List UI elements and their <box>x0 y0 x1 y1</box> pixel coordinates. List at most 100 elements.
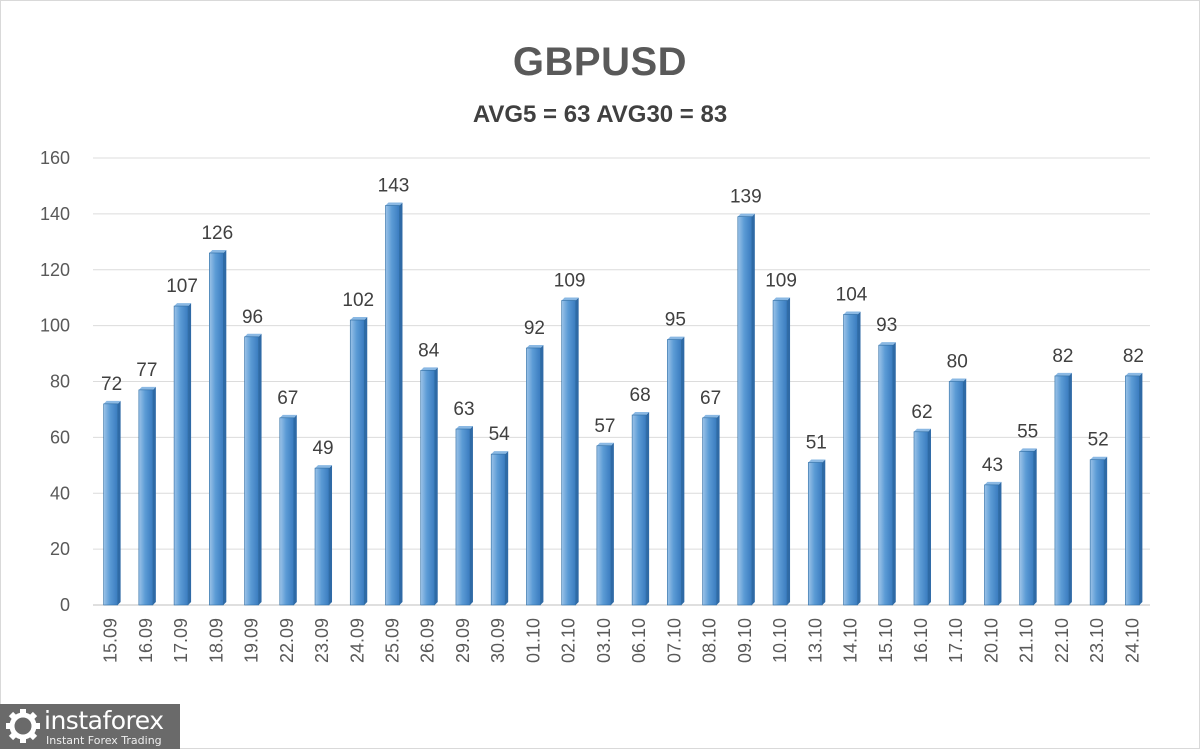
data-label: 143 <box>378 175 410 196</box>
data-label: 62 <box>911 402 932 423</box>
bar-side <box>434 367 438 605</box>
bar-top <box>1054 372 1072 376</box>
x-tick-label: 17.09 <box>171 618 191 663</box>
x-tick-label: 24.09 <box>347 618 367 663</box>
bar-side <box>258 333 262 605</box>
bar-top <box>843 311 861 315</box>
bar-top <box>702 414 720 418</box>
bar <box>1019 451 1034 606</box>
bar-side <box>892 342 896 605</box>
bar-side <box>822 459 826 605</box>
bar-top <box>984 481 1002 485</box>
bar-side <box>505 451 509 605</box>
bar <box>631 414 647 606</box>
x-tick-label: 01.10 <box>523 618 543 663</box>
bar <box>984 484 999 606</box>
data-label: 55 <box>1017 421 1038 442</box>
data-label: 51 <box>806 433 827 454</box>
bar-side <box>1033 448 1037 605</box>
gear-icon <box>6 709 40 743</box>
bar <box>561 300 576 606</box>
bar-top <box>878 342 896 346</box>
bar-side <box>117 400 121 605</box>
y-tick-label: 160 <box>40 148 70 168</box>
bar-side <box>963 378 967 605</box>
data-label: 52 <box>1088 430 1109 451</box>
bar <box>948 381 964 606</box>
bar-top <box>913 428 931 432</box>
x-tick-label: 23.09 <box>312 618 332 663</box>
bar-side <box>575 297 579 605</box>
data-label: 107 <box>166 276 198 297</box>
bar-top <box>1125 372 1143 376</box>
x-tick-label: 10.10 <box>770 618 790 663</box>
data-label: 67 <box>277 388 298 409</box>
x-tick-label: 24.10 <box>1122 618 1142 663</box>
x-tick-label: 03.10 <box>594 618 614 663</box>
data-label: 80 <box>947 352 968 373</box>
bar-side <box>857 311 861 605</box>
data-label: 43 <box>982 455 1003 476</box>
y-tick-label: 100 <box>40 316 70 336</box>
x-tick-label: 09.10 <box>735 618 755 663</box>
bar-side <box>364 317 368 605</box>
bar <box>173 305 189 606</box>
x-tick-label: 30.09 <box>488 618 508 663</box>
x-tick-label: 08.10 <box>700 618 720 663</box>
logo-name: instaforex <box>44 706 164 735</box>
bar <box>244 336 259 606</box>
y-tick-label: 140 <box>40 204 70 224</box>
bar-top <box>209 249 227 253</box>
bar-top <box>244 333 262 337</box>
bar-side <box>469 425 473 605</box>
x-tick-label: 15.09 <box>101 618 121 663</box>
x-tick-label: 20.10 <box>981 618 1001 663</box>
bar-side <box>998 481 1002 605</box>
bar <box>1054 375 1070 606</box>
y-tick-label: 120 <box>40 260 70 280</box>
data-label: 92 <box>524 318 545 339</box>
x-tick-label: 16.10 <box>911 618 931 663</box>
bar-top <box>596 442 614 446</box>
bar-side <box>751 213 755 605</box>
data-label: 49 <box>312 438 333 459</box>
bar <box>455 428 471 606</box>
data-label: 72 <box>101 374 122 395</box>
x-tick-label: 02.10 <box>559 618 579 663</box>
x-tick-label: 06.10 <box>629 618 649 663</box>
bar <box>702 417 717 606</box>
bar <box>490 453 506 606</box>
bar-side <box>293 414 297 605</box>
bar <box>526 347 541 606</box>
x-tick-label: 16.09 <box>136 618 156 663</box>
data-label: 77 <box>136 360 157 381</box>
bar-top <box>1090 456 1108 460</box>
bar <box>1089 459 1105 606</box>
bar-top <box>526 344 544 348</box>
y-tick-label: 60 <box>50 427 70 447</box>
bar-side <box>188 303 192 605</box>
bar-side <box>681 336 685 605</box>
bar-top <box>667 336 685 340</box>
x-tick-label: 21.10 <box>1017 618 1037 663</box>
bar-side <box>610 442 614 605</box>
bar-top <box>632 412 650 416</box>
y-tick-label: 40 <box>50 483 70 503</box>
bar-top <box>138 386 156 390</box>
bar <box>843 314 858 606</box>
chart-title: GBPUSD <box>512 40 688 84</box>
bar-side <box>399 202 403 605</box>
x-tick-label: 19.09 <box>242 618 262 663</box>
bar-side <box>152 386 156 605</box>
bar-top <box>420 367 438 371</box>
data-label: 139 <box>730 187 762 208</box>
bar-top <box>279 414 297 418</box>
bar-side <box>646 412 650 605</box>
x-tick-label: 29.09 <box>453 618 473 663</box>
x-tick-label: 14.10 <box>841 618 861 663</box>
data-label: 93 <box>876 315 897 336</box>
bar-side <box>787 297 791 605</box>
bar-side <box>927 428 931 605</box>
